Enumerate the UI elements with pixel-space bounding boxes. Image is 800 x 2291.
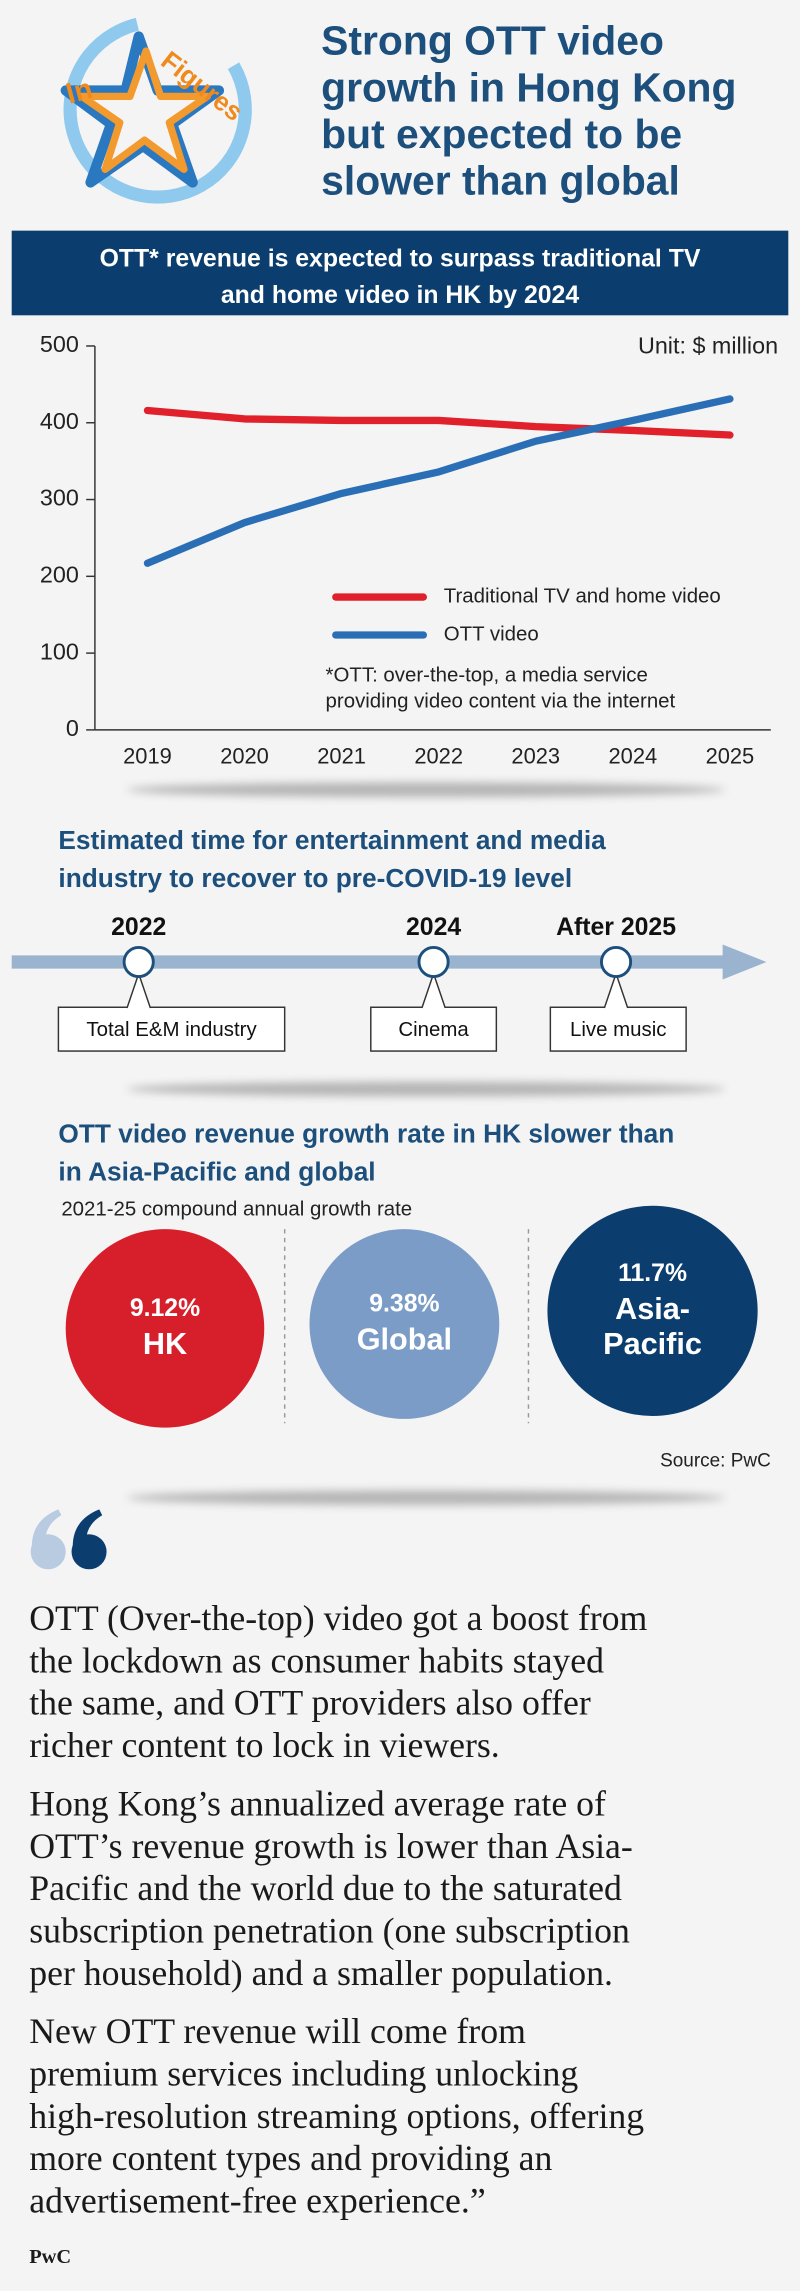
growth-circle — [547, 1205, 758, 1416]
chart-banner — [11, 230, 789, 316]
quote-line: subscription penetration (one subscripti… — [29, 1910, 630, 1950]
x-tick-label: 2023 — [511, 743, 560, 768]
quote-line: premium services including unlocking — [29, 2053, 578, 2093]
milestone-box — [57, 1006, 286, 1052]
y-tick-label: 100 — [40, 638, 79, 664]
series-line — [143, 395, 734, 567]
note-line: *OTT: over-the-top, a media service — [326, 664, 648, 686]
title-line: Strong OTT video — [321, 18, 664, 64]
note-line: providing video content via the internet — [326, 691, 676, 713]
logo-star-blue — [60, 31, 225, 188]
growth-value: 9.38% — [369, 1291, 439, 1318]
milestone-dot — [417, 945, 450, 979]
milestone-year: After 2025 — [556, 914, 676, 941]
quote-line: OTT (Over-the-top) video got a boost fro… — [29, 1598, 647, 1638]
chart-title-line: OTT* revenue is expected to surpass trad… — [100, 245, 701, 272]
quote-line: advertisement-free experience.” — [29, 2180, 486, 2220]
quote-author: PwC — [29, 2246, 71, 2268]
quote-mark — [30, 1509, 107, 1570]
growth-name: Global — [357, 1323, 452, 1357]
milestone-box — [549, 1006, 687, 1052]
shadow — [127, 1081, 726, 1097]
milestone-box — [370, 1006, 498, 1052]
growth-name: Pacific — [603, 1327, 702, 1361]
source: Source: PwC — [660, 1450, 771, 1471]
section-title: Estimated time for entertainment and med… — [58, 825, 606, 855]
growth-rates: OTT video revenue growth rate in HK slow… — [58, 1119, 770, 1472]
quote-line: New OTT revenue will come from — [29, 2011, 526, 2051]
shadow — [127, 782, 726, 798]
x-tick-label: 2025 — [706, 743, 755, 768]
milestone-label: Cinema — [398, 1019, 469, 1041]
growth-circle — [309, 1229, 500, 1419]
section-title: industry to recover to pre-COVID-19 leve… — [58, 863, 572, 893]
legend-label: Traditional TV and home video — [444, 585, 721, 607]
quote-line: the same, and OTT providers also offer — [29, 1683, 591, 1723]
milestone-year: 2024 — [406, 914, 461, 941]
quote-line: richer content to lock in viewers. — [29, 1725, 500, 1765]
growth-value: 11.7% — [618, 1260, 687, 1287]
quote-line: per household) and a smaller population. — [29, 1953, 613, 1993]
y-tick-label: 500 — [40, 331, 79, 357]
section-title: in Asia-Pacific and global — [58, 1157, 375, 1187]
quote: OTT (Over-the-top) video got a boost fro… — [29, 1598, 647, 2268]
logo-star-orange — [78, 47, 211, 173]
y-tick-label: 400 — [40, 408, 79, 434]
y-tick-label: 0 — [66, 715, 79, 741]
x-tick-label: 2022 — [414, 743, 463, 768]
subtitle: 2021-25 compound annual growth rate — [61, 1199, 412, 1221]
logo-ring — [63, 15, 252, 204]
milestone-year: 2022 — [111, 914, 166, 941]
milestone-label: Total E&M industry — [86, 1019, 257, 1041]
milestone-dot — [599, 945, 633, 979]
quote-tail — [31, 1509, 62, 1552]
milestone-label: Live music — [570, 1019, 666, 1041]
y-tick-label: 200 — [40, 561, 79, 587]
quote-line: more content types and providing an — [29, 2138, 552, 2178]
chart-title: OTT* revenue is expected to surpass trad… — [100, 245, 701, 308]
x-tick-label: 2024 — [609, 743, 658, 768]
unit-label: Unit: $ million — [638, 333, 778, 359]
line-chart: 0 100 200 300 400 500 2019 2020 2021 2022 2023 2024… — [40, 331, 778, 768]
growth-circle — [65, 1229, 265, 1428]
title-line: slower than global — [321, 158, 680, 204]
shadow — [127, 1490, 726, 1506]
quote-line: the lockdown as consumer habits stayed — [29, 1640, 604, 1680]
x-tick-label: 2019 — [123, 743, 172, 768]
growth-name: Asia- — [615, 1292, 690, 1326]
quote-tail — [72, 1509, 103, 1552]
growth-name: HK — [143, 1327, 187, 1361]
growth-value: 9.12% — [130, 1295, 200, 1322]
quote-line: Hong Kong’s annualized average rate of — [29, 1783, 606, 1823]
quote-line: Pacific and the world due to the saturat… — [29, 1868, 622, 1908]
legend-label: OTT video — [444, 623, 539, 645]
timeline-arrow — [722, 944, 767, 980]
x-tick-label: 2021 — [317, 743, 366, 768]
quote-line: high-resolution streaming options, offer… — [29, 2096, 644, 2136]
milestone-dot — [122, 945, 155, 979]
title-line: growth in Hong Kong — [321, 64, 736, 110]
series-line — [143, 406, 734, 439]
chart-title-line: and home video in HK by 2024 — [221, 282, 579, 309]
y-tick-label: 300 — [40, 485, 79, 511]
x-tick-label: 2020 — [220, 743, 269, 768]
title-line: but expected to be — [321, 111, 682, 157]
quote-line: OTT’s revenue growth is lower than Asia- — [29, 1826, 633, 1866]
section-title: OTT video revenue growth rate in HK slow… — [58, 1119, 674, 1149]
recovery-timeline: Estimated time for entertainment and med… — [11, 825, 767, 1052]
